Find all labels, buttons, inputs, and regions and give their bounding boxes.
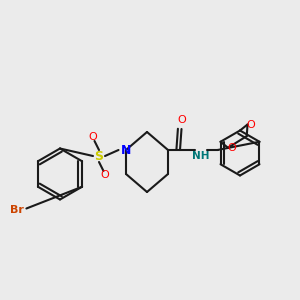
Text: S: S bbox=[94, 149, 103, 163]
Text: O: O bbox=[88, 131, 98, 142]
Text: O: O bbox=[227, 143, 236, 153]
Text: O: O bbox=[247, 119, 256, 130]
Text: N: N bbox=[121, 143, 131, 157]
Text: O: O bbox=[100, 170, 109, 181]
Text: Br: Br bbox=[10, 205, 23, 215]
Text: NH: NH bbox=[192, 151, 210, 161]
Text: O: O bbox=[177, 115, 186, 125]
